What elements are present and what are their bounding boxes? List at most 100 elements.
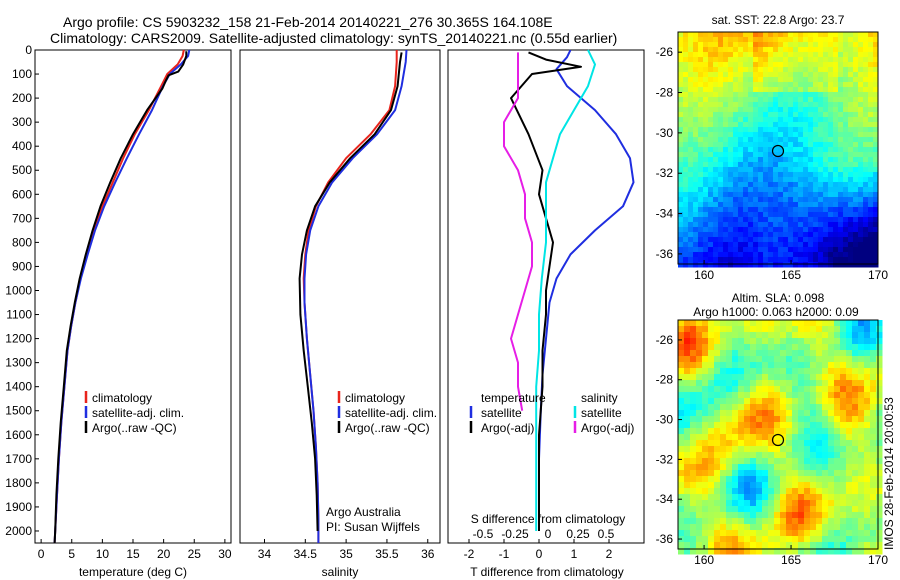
map-cell	[858, 72, 864, 78]
map-cell	[702, 416, 709, 423]
map-cell	[756, 374, 763, 381]
map-cell	[786, 434, 793, 441]
map-cell	[804, 542, 811, 549]
map-cell	[720, 434, 727, 441]
map-cell	[718, 257, 724, 263]
map-cell	[813, 237, 819, 243]
map-cell	[693, 262, 699, 268]
map-cell	[780, 428, 787, 435]
map-cell	[733, 262, 739, 268]
map-cell	[743, 117, 749, 123]
map-cell	[864, 530, 871, 537]
map-cell	[810, 422, 817, 429]
map-cell	[808, 42, 814, 48]
map-cell	[743, 142, 749, 148]
map-cell	[762, 344, 769, 351]
map-cell	[838, 147, 844, 153]
map-cell	[838, 127, 844, 133]
map-cell	[690, 458, 697, 465]
map-cell	[818, 187, 824, 193]
map-cell	[693, 142, 699, 148]
map-cell	[833, 242, 839, 248]
map-cell	[753, 217, 759, 223]
map-cell	[762, 452, 769, 459]
map-cell	[702, 374, 709, 381]
map-cell	[863, 72, 869, 78]
map-cell	[723, 67, 729, 73]
map-cell	[703, 62, 709, 68]
map-cell	[803, 182, 809, 188]
map-cell	[870, 434, 877, 441]
map-cell	[846, 476, 853, 483]
map-cell	[863, 107, 869, 113]
map-cell	[696, 428, 703, 435]
map-cell	[748, 107, 754, 113]
map-cell	[838, 42, 844, 48]
map-cell	[843, 247, 849, 253]
map-cell	[818, 137, 824, 143]
map-cell	[698, 162, 704, 168]
map-cell	[828, 97, 834, 103]
map-cell	[792, 332, 799, 339]
map-cell	[788, 92, 794, 98]
map-cell	[798, 458, 805, 465]
map-cell	[684, 410, 691, 417]
map-cell	[840, 410, 847, 417]
map-cell	[793, 257, 799, 263]
map-cell	[744, 548, 751, 555]
map-cell	[780, 440, 787, 447]
map-cell	[733, 42, 739, 48]
map-cell	[873, 157, 879, 163]
map-cell	[828, 338, 835, 345]
map-cell	[684, 536, 691, 543]
map-cell	[816, 518, 823, 525]
map-cell	[763, 217, 769, 223]
map-cell	[693, 37, 699, 43]
map-cell	[702, 440, 709, 447]
map-cell	[843, 82, 849, 88]
map-cell	[733, 162, 739, 168]
map-cell	[753, 132, 759, 138]
map-cell	[864, 488, 871, 495]
map-cell	[728, 42, 734, 48]
map-cell	[753, 262, 759, 268]
map-cell	[683, 57, 689, 63]
map-cell	[798, 326, 805, 333]
map-cell	[753, 247, 759, 253]
map-cell	[684, 380, 691, 387]
map-cell	[798, 416, 805, 423]
map-cell	[828, 530, 835, 537]
map-cell	[718, 147, 724, 153]
map-cell	[720, 506, 727, 513]
map-cell	[816, 326, 823, 333]
map-cell	[703, 247, 709, 253]
map-cell	[718, 62, 724, 68]
map-cell	[732, 356, 739, 363]
map-cell	[804, 536, 811, 543]
temperature-lines	[53, 49, 191, 544]
map-cell	[723, 202, 729, 208]
map-cell	[753, 202, 759, 208]
map-cell	[804, 482, 811, 489]
difference-xticks: -2 -1 0 1 2	[464, 539, 613, 561]
map-cell	[753, 77, 759, 83]
map-cell	[816, 434, 823, 441]
map-cell	[873, 37, 879, 43]
map-cell	[852, 530, 859, 537]
map-cell	[823, 252, 829, 258]
map-cell	[792, 542, 799, 549]
map-cell	[708, 172, 714, 178]
map-cell	[723, 177, 729, 183]
map-cell	[793, 107, 799, 113]
map-cell	[688, 92, 694, 98]
map-cell	[783, 182, 789, 188]
map-cell	[728, 82, 734, 88]
map-cell	[843, 112, 849, 118]
map-cell	[823, 237, 829, 243]
map-cell	[762, 458, 769, 465]
map-cell	[753, 32, 759, 38]
map-cell	[783, 192, 789, 198]
map-cell	[703, 262, 709, 268]
map-cell	[726, 380, 733, 387]
map-cell	[726, 416, 733, 423]
